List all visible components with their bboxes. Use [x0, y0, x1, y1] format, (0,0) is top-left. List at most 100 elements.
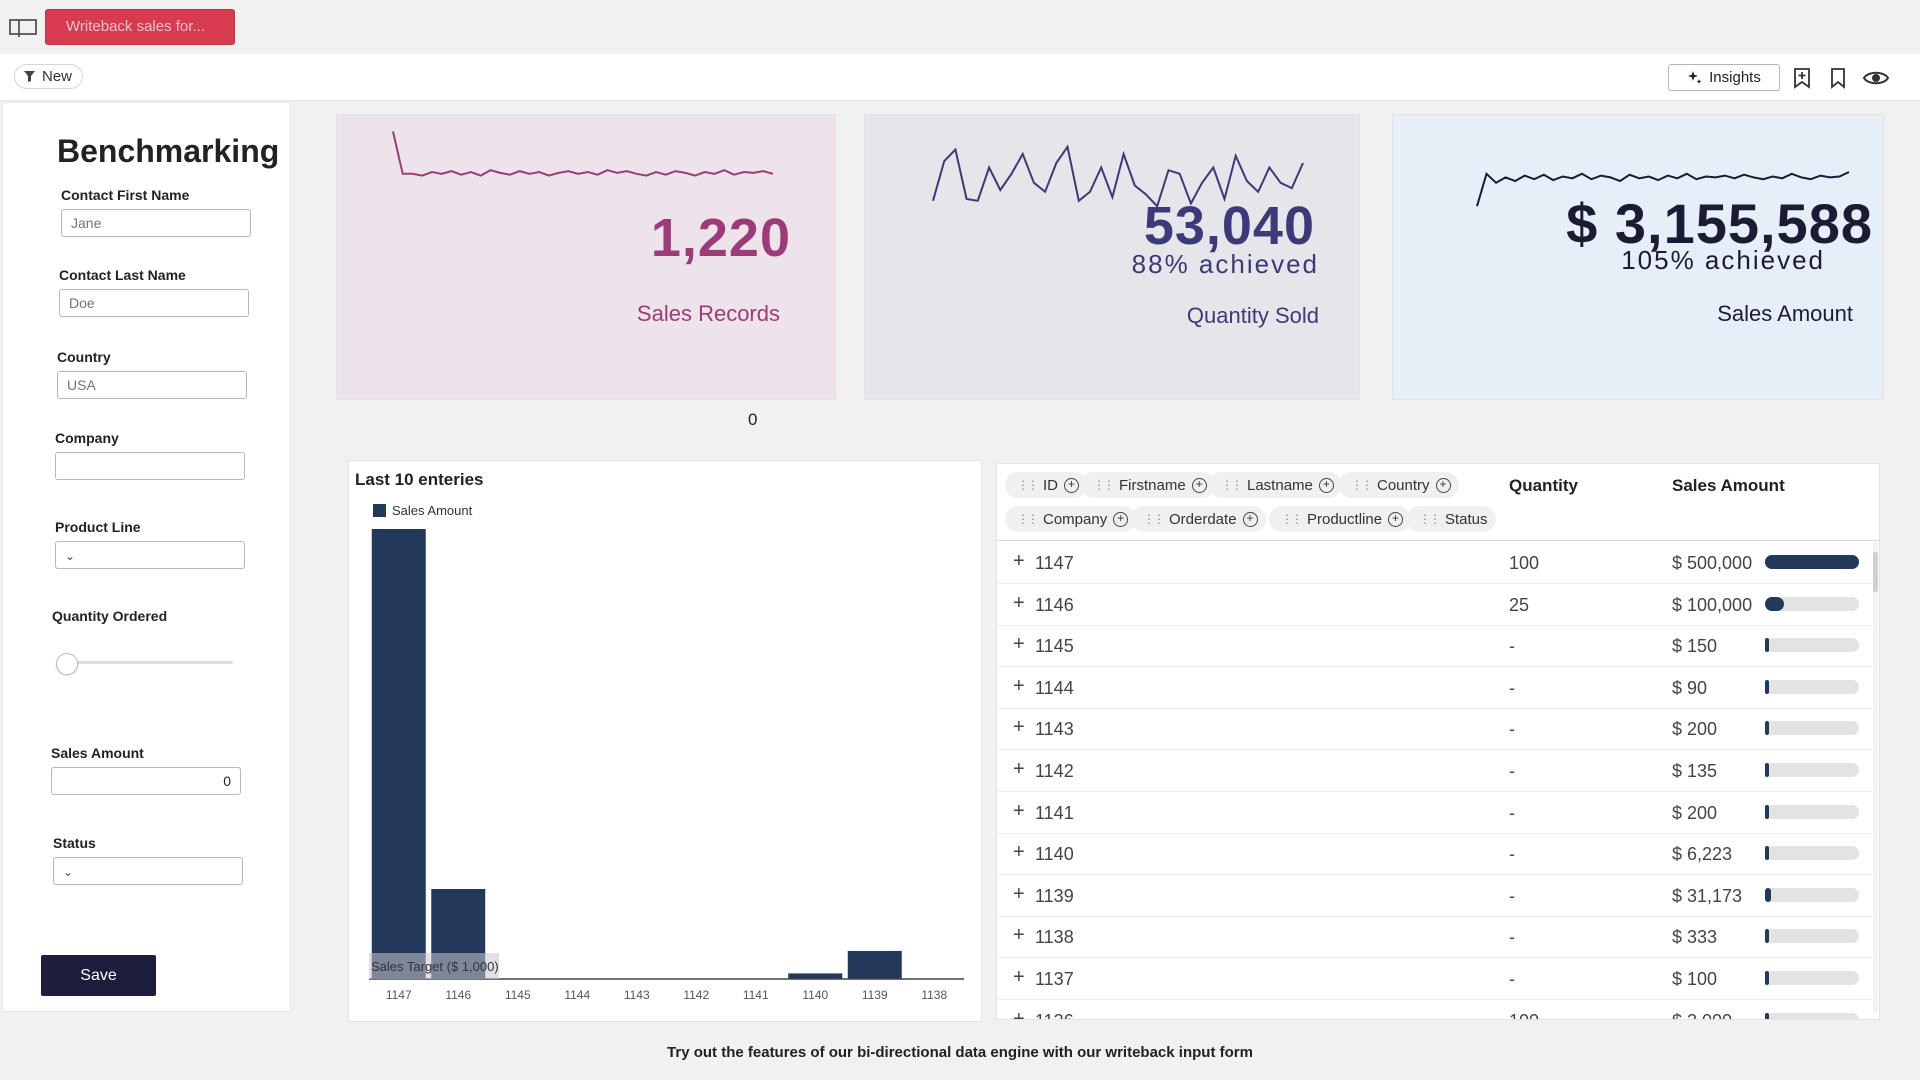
row-quantity: 25: [1509, 594, 1530, 615]
expand-row-icon[interactable]: +: [1013, 591, 1025, 614]
legend-swatch: [373, 504, 386, 517]
row-sales-amount: $ 200: [1672, 802, 1718, 823]
add-bookmark-icon[interactable]: [1790, 66, 1814, 90]
table-row[interactable]: +1143 - $ 200: [997, 708, 1873, 751]
company-label: Company: [55, 430, 119, 446]
table-row[interactable]: +1142 - $ 135: [997, 750, 1873, 792]
expand-row-icon[interactable]: +: [1013, 1007, 1025, 1020]
form-title: Benchmarking: [57, 133, 280, 169]
row-quantity: -: [1509, 761, 1515, 781]
x-tick-label: 1140: [802, 988, 828, 1002]
bar-1140[interactable]: [788, 973, 843, 979]
expand-row-icon[interactable]: +: [1013, 716, 1025, 739]
sales-amount-sparkline: [1476, 171, 1850, 207]
pivot-field-id[interactable]: ⋮⋮ ID +: [1005, 472, 1087, 498]
table-row[interactable]: +1146 25 $ 100,000: [997, 584, 1873, 626]
add-field-icon[interactable]: +: [1318, 477, 1334, 493]
row-id: 1141: [1035, 802, 1074, 823]
sales-amount-bar: [1765, 846, 1859, 861]
dashboard-title-tab[interactable]: Writeback sales for...: [45, 9, 235, 45]
row-quantity: -: [1509, 677, 1515, 698]
drag-handle-icon[interactable]: ⋮⋮: [1351, 478, 1373, 492]
add-field-icon[interactable]: +: [1064, 477, 1079, 493]
table-row[interactable]: +1145 - $ 150: [997, 625, 1873, 668]
table-row[interactable]: +1138 - $ 333: [997, 916, 1873, 959]
x-tick-label: 1143: [624, 988, 650, 1002]
save-button[interactable]: Save: [41, 955, 156, 996]
row-id: 1143: [1035, 719, 1074, 740]
row-sales-amount: $ 3,000: [1672, 1011, 1732, 1019]
add-field-icon[interactable]: +: [1435, 477, 1451, 493]
add-field-icon[interactable]: +: [1191, 477, 1207, 493]
pivot-field-label: Firstname: [1119, 476, 1186, 494]
pivot-field-orderdate[interactable]: ⋮⋮ Orderdate +: [1131, 506, 1266, 532]
table-row[interactable]: +1136 100 $ 3,000: [997, 1000, 1873, 1020]
table-scrollbar[interactable]: [1873, 542, 1878, 1012]
pivot-field-lastname[interactable]: ⋮⋮ Lastname +: [1209, 472, 1342, 498]
status-select[interactable]: ⌄: [53, 857, 243, 885]
contact-last-name-input[interactable]: [59, 289, 249, 317]
bookmark-icon[interactable]: [1826, 66, 1850, 90]
add-field-icon[interactable]: +: [1242, 511, 1258, 527]
drag-handle-icon[interactable]: ⋮⋮: [1221, 478, 1243, 492]
header-divider: [997, 540, 1879, 541]
insights-button[interactable]: Insights: [1668, 64, 1780, 91]
sales-amount-input[interactable]: 0: [51, 767, 241, 795]
expand-row-icon[interactable]: +: [1013, 799, 1025, 822]
chart-legend[interactable]: Sales Amount: [373, 503, 472, 518]
drag-handle-icon[interactable]: ⋮⋮: [1143, 512, 1165, 526]
new-filter-button[interactable]: New: [14, 64, 84, 89]
quantity-slider-track[interactable]: [61, 661, 233, 664]
eye-icon[interactable]: [1862, 66, 1890, 90]
expand-row-icon[interactable]: +: [1013, 841, 1025, 864]
chevron-down-icon: ⌄: [65, 549, 76, 563]
panel-layout-icon[interactable]: [8, 16, 38, 38]
row-quantity: 100: [1509, 1011, 1539, 1019]
add-field-icon[interactable]: +: [1388, 511, 1404, 527]
expand-row-icon[interactable]: +: [1013, 550, 1025, 572]
bar-1139[interactable]: [847, 950, 902, 979]
row-quantity: -: [1509, 719, 1515, 740]
pivot-field-productline[interactable]: ⋮⋮ Productline +: [1269, 506, 1412, 532]
sales-amount-bar-fill: [1765, 804, 1769, 819]
add-field-icon[interactable]: +: [1113, 511, 1129, 527]
quantity-ordered-label: Quantity Ordered: [52, 608, 168, 624]
product-line-select[interactable]: ⌄: [55, 541, 245, 569]
expand-row-icon[interactable]: +: [1013, 758, 1025, 780]
expand-row-icon[interactable]: +: [1013, 882, 1025, 905]
expand-row-icon[interactable]: +: [1013, 633, 1025, 656]
table-row[interactable]: +1137 - $ 100: [997, 958, 1873, 1000]
table-row[interactable]: +1147 100 $ 500,000: [997, 542, 1873, 584]
expand-row-icon[interactable]: +: [1013, 674, 1025, 697]
sales-amount-bar: [1765, 555, 1859, 569]
table-row[interactable]: +1139 - $ 31,173: [997, 875, 1873, 917]
quantity-slider-handle[interactable]: [56, 653, 78, 675]
quantity-column-header[interactable]: Quantity: [1509, 476, 1578, 495]
expand-row-icon[interactable]: +: [1013, 924, 1025, 947]
contact-last-name-label: Contact Last Name: [59, 267, 186, 283]
table-row[interactable]: +1144 - $ 90: [997, 667, 1873, 709]
drag-handle-icon[interactable]: ⋮⋮: [1093, 478, 1115, 492]
drag-handle-icon[interactable]: ⋮⋮: [1281, 512, 1303, 526]
drag-handle-icon[interactable]: ⋮⋮: [1419, 512, 1441, 526]
row-quantity: -: [1509, 969, 1515, 989]
bar-chart: 1147 1146 1145 1144 1143 1142 1141 1140 1139 1138…: [369, 529, 964, 1002]
contact-first-name-input[interactable]: [61, 209, 251, 237]
pivot-field-firstname[interactable]: ⋮⋮ Firstname +: [1081, 472, 1215, 498]
drag-handle-icon[interactable]: ⋮⋮: [1017, 478, 1039, 492]
row-id: 1136: [1035, 1011, 1074, 1019]
company-input[interactable]: [55, 452, 245, 480]
pivot-field-country[interactable]: ⋮⋮ Country +: [1339, 472, 1459, 498]
expand-row-icon[interactable]: +: [1013, 966, 1025, 988]
table-row[interactable]: +1140 - $ 6,223: [997, 833, 1873, 876]
pivot-field-company[interactable]: ⋮⋮ Company +: [1005, 506, 1137, 532]
drag-handle-icon[interactable]: ⋮⋮: [1017, 512, 1039, 526]
row-id: 1147: [1035, 553, 1074, 573]
kpi-value: 53,040: [1143, 196, 1315, 256]
scrollbar-thumb[interactable]: [1873, 552, 1878, 592]
sales-amount-column-header[interactable]: Sales Amount: [1672, 476, 1785, 495]
pivot-field-status[interactable]: ⋮⋮ Status: [1407, 506, 1496, 532]
country-input[interactable]: [57, 371, 247, 399]
bar-1147[interactable]: [371, 529, 426, 979]
table-row[interactable]: +1141 - $ 200: [997, 792, 1873, 834]
